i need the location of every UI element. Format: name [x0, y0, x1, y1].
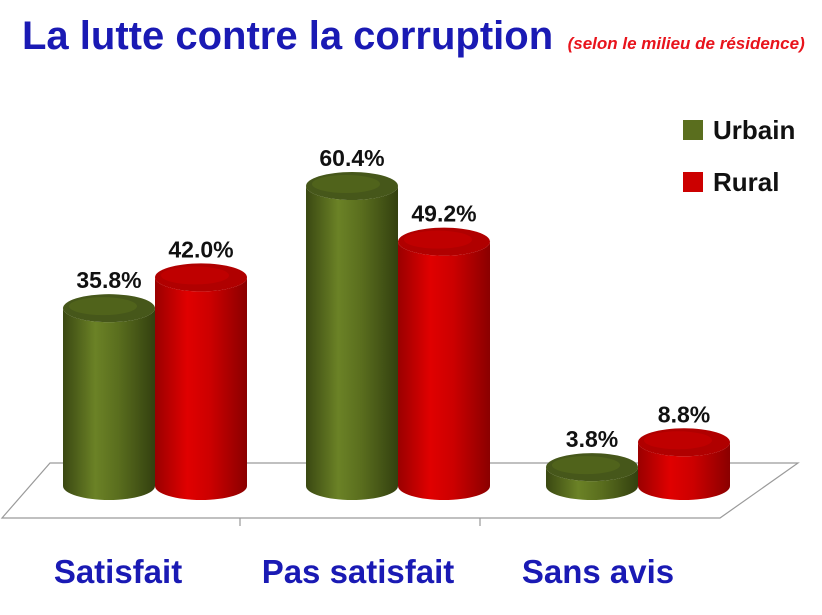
chart-legend: Urbain Rural [683, 115, 795, 197]
chart-title: La lutte contre la corruption [22, 14, 554, 58]
legend-item-urbain: Urbain [683, 115, 795, 145]
bar-rural-2: 49.2% [398, 201, 490, 500]
bar-urbain-2: 60.4% [306, 145, 398, 500]
category-label-1: Satisfait [54, 553, 182, 590]
bar-urbain-3: 3.8% [546, 426, 638, 500]
value-label-rural-3: 8.8% [658, 401, 710, 427]
category-label-3: Sans avis [522, 553, 674, 590]
bar-rural-3: 8.8% [638, 401, 730, 500]
legend-swatch-urbain [683, 120, 703, 140]
value-label-urbain-1: 35.8% [76, 267, 141, 293]
value-label-rural-2: 49.2% [411, 201, 476, 227]
bar-rural-1: 42.0% [155, 236, 247, 500]
legend-swatch-rural [683, 172, 703, 192]
value-label-urbain-2: 60.4% [319, 145, 384, 171]
bar-urbain-1: 35.8% [63, 267, 155, 500]
value-label-rural-1: 42.0% [168, 236, 233, 262]
value-label-urbain-3: 3.8% [566, 426, 618, 452]
legend-label-rural: Rural [713, 167, 779, 197]
chart-title-area: La lutte contre la corruption (selon le … [22, 14, 805, 59]
legend-item-rural: Rural [683, 167, 779, 197]
chart-subtitle: (selon le milieu de résidence) [567, 34, 805, 53]
category-label-2: Pas satisfait [262, 553, 455, 590]
legend-label-urbain: Urbain [713, 115, 795, 145]
